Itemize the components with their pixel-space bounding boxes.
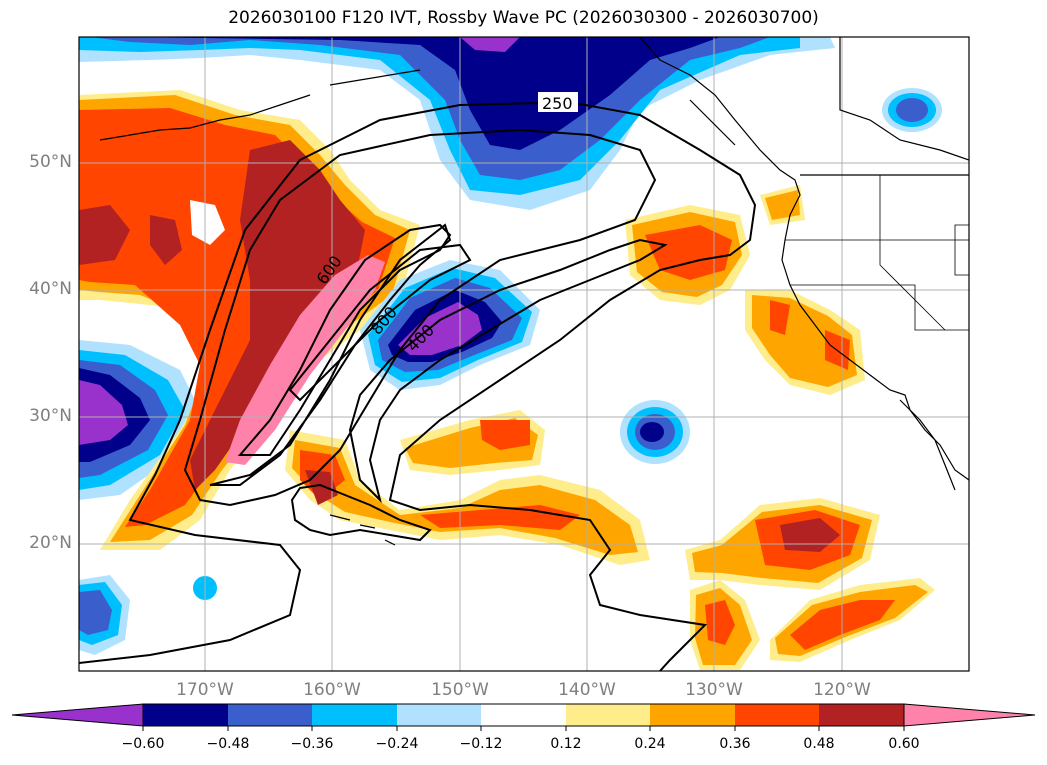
lat-label-30n: 30°N xyxy=(29,406,72,426)
colorbar-tick: 0.48 xyxy=(803,736,835,752)
contour-400 xyxy=(288,243,472,402)
colorbar-tick: 0.60 xyxy=(888,736,920,752)
colorbar xyxy=(11,703,1036,731)
contour-250 xyxy=(79,101,757,671)
lat-label-20n: 20°N xyxy=(29,533,72,553)
lon-label-130w: 130°W xyxy=(685,680,743,700)
ivt-field xyxy=(79,37,969,671)
colorbar-tick: −0.12 xyxy=(459,736,503,752)
lon-label-140w: 140°W xyxy=(558,680,616,700)
colorbar-tick: 0.24 xyxy=(634,736,666,752)
lat-label-50n: 50°N xyxy=(29,152,72,172)
map-title: 2026030100 F120 IVT, Rossby Wave PC (202… xyxy=(228,8,819,28)
contour-600 xyxy=(183,128,657,507)
colorbar-tick: −0.36 xyxy=(290,736,334,752)
contour-label-250: 250 xyxy=(542,94,573,113)
lon-label-120w: 120°W xyxy=(813,680,871,700)
contour-800 xyxy=(209,223,452,486)
rossby-wave-contours xyxy=(79,101,757,671)
colorbar-tick: −0.60 xyxy=(121,736,165,752)
colorbar-tick: −0.48 xyxy=(206,736,250,752)
lon-label-170w: 170°W xyxy=(176,680,234,700)
lon-label-160w: 160°W xyxy=(303,680,361,700)
colorbar-tick: 0.36 xyxy=(719,736,751,752)
colorbar-tick: −0.24 xyxy=(375,736,419,752)
lat-label-40n: 40°N xyxy=(29,279,72,299)
map-frame xyxy=(78,36,970,672)
colorbar-tick: 0.12 xyxy=(550,736,582,752)
lon-label-150w: 150°W xyxy=(431,680,489,700)
